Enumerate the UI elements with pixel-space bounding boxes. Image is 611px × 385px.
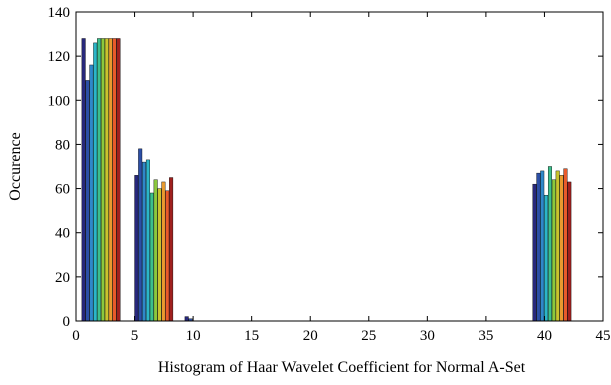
bar (116, 38, 121, 322)
y-tick-label: 100 (48, 93, 71, 109)
bar (536, 172, 541, 322)
bar (100, 38, 105, 322)
bar (547, 166, 552, 322)
bar (93, 42, 98, 322)
axis-ticks (75, 11, 604, 322)
x-axis-title: Histogram of Haar Wavelet Coefficient fo… (158, 359, 526, 376)
bar (153, 179, 158, 322)
y-tick-label: 80 (55, 137, 70, 153)
y-tick-label: 20 (55, 270, 70, 286)
x-tick-label: 45 (596, 328, 611, 344)
bar (551, 179, 556, 322)
bar (157, 188, 162, 322)
bar (108, 38, 113, 322)
x-tick-label: 35 (478, 328, 493, 344)
bar-series-group (81, 38, 572, 322)
x-tick-label: 20 (303, 328, 318, 344)
plot-area-frame (75, 11, 604, 322)
bar (134, 175, 139, 322)
bar (97, 38, 102, 322)
bar (104, 38, 109, 322)
y-tick-label: 140 (48, 5, 71, 21)
bar (184, 316, 189, 322)
bar (540, 170, 545, 322)
bar (532, 183, 537, 322)
bar (81, 38, 86, 322)
bar (145, 159, 150, 322)
y-tick-label: 120 (48, 49, 71, 65)
x-tick-label: 30 (420, 328, 435, 344)
bar (161, 181, 166, 322)
y-tick-label: 60 (55, 182, 70, 198)
x-tick-label: 5 (131, 328, 139, 344)
x-tick-label: 10 (186, 328, 201, 344)
bar (169, 177, 174, 322)
y-tick-label: 40 (55, 226, 70, 242)
y-axis-title: Occurence (7, 132, 24, 200)
bar (142, 161, 147, 322)
bar (149, 192, 154, 322)
bar (138, 148, 143, 322)
bar (559, 175, 564, 322)
bar (563, 168, 568, 322)
bar (112, 38, 117, 322)
bar (567, 181, 572, 322)
bar (85, 80, 90, 322)
x-tick-label: 40 (537, 328, 552, 344)
x-tick-label: 15 (244, 328, 259, 344)
y-axis-tick-labels: 0 20 40 60 80 100 120 140 (48, 5, 71, 330)
x-axis-tick-labels: 0 5 10 15 20 25 30 35 40 45 (72, 328, 610, 344)
bar (89, 64, 94, 322)
x-tick-label: 25 (361, 328, 376, 344)
y-tick-label: 0 (63, 314, 71, 330)
x-tick-label: 0 (72, 328, 80, 344)
bar (544, 194, 549, 322)
bar (555, 170, 560, 322)
bar (165, 190, 170, 322)
